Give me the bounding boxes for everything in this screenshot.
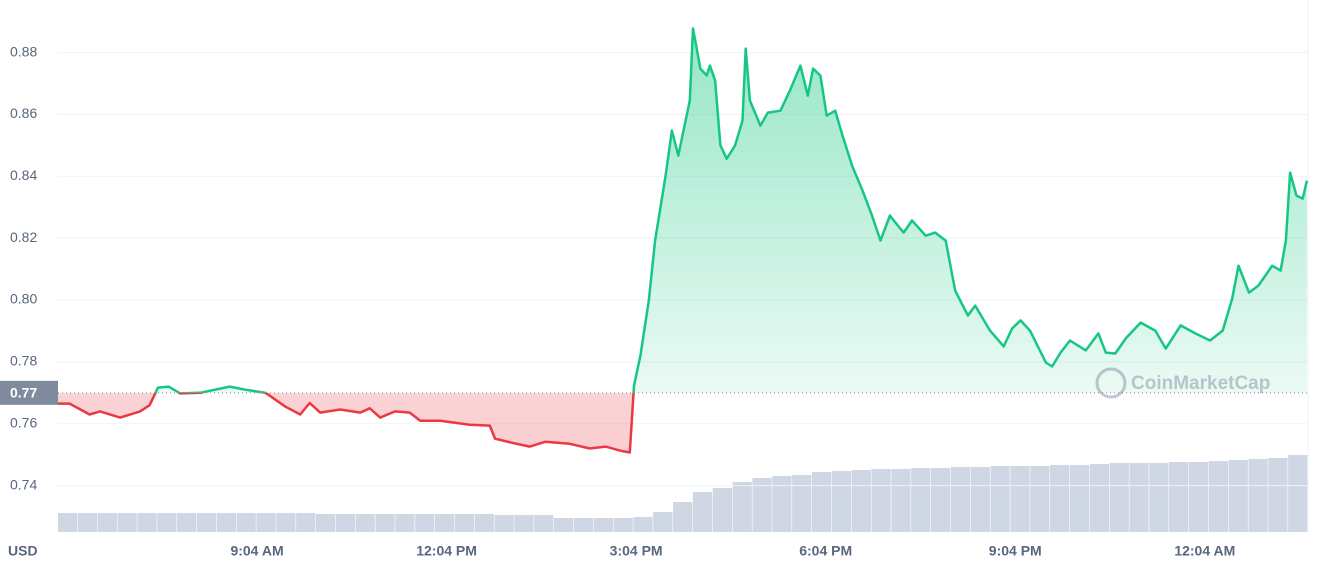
volume-bar: [712, 488, 733, 532]
y-tick-label: 0.84: [10, 167, 37, 183]
y-tick-label: 0.78: [10, 353, 37, 369]
volume-bar: [593, 518, 613, 532]
x-tick-label: 6:04 PM: [799, 543, 852, 559]
volume-bar: [355, 514, 375, 532]
y-tick-label: 0.74: [10, 476, 37, 492]
volume-bar: [871, 469, 891, 532]
volume-bar: [77, 513, 98, 532]
volume-bar: [1109, 463, 1129, 532]
volume-bar: [58, 513, 78, 532]
volume-bar: [216, 513, 236, 532]
volume-bar: [990, 466, 1010, 532]
volume-bar: [315, 514, 336, 532]
unit-label: USD: [8, 543, 38, 559]
volume-bar: [1089, 464, 1109, 532]
volume-bar: [911, 468, 931, 532]
watermark: CoinMarketCap: [1095, 367, 1270, 399]
y-tick-label: 0.76: [10, 414, 37, 430]
line-down: [58, 392, 635, 454]
volume-bar: [534, 515, 554, 532]
x-tick-label: 12:04 PM: [416, 543, 477, 559]
volume-bar: [1050, 465, 1070, 532]
volume-bar: [494, 515, 514, 532]
volume-bar: [673, 502, 693, 532]
volume-bar: [395, 514, 415, 532]
x-tick-label: 9:04 AM: [230, 543, 283, 559]
baseline-label-bg: [0, 380, 58, 405]
volume-bar: [335, 514, 356, 532]
volume-bar: [1010, 466, 1030, 532]
volume-bar: [434, 514, 455, 532]
volume-bar: [554, 518, 574, 532]
volume-bar: [1208, 461, 1229, 532]
volume-bar: [177, 513, 197, 532]
volume-bar: [851, 470, 871, 532]
volume-bar: [653, 512, 673, 532]
x-tick-label: 12:04 AM: [1174, 543, 1235, 559]
volume-bar: [811, 472, 832, 532]
volume-bar: [931, 468, 951, 532]
y-tick-label: 0.88: [10, 43, 37, 59]
volume-bar: [1188, 462, 1209, 532]
volume-bar: [950, 467, 971, 532]
volume-bar: [1129, 463, 1149, 532]
volume-bar: [1169, 462, 1189, 532]
volume-bar: [117, 513, 137, 532]
volume-bar: [613, 518, 633, 532]
volume-bar: [415, 514, 435, 532]
volume-bar: [514, 515, 534, 532]
y-tick-label: 0.86: [10, 105, 37, 121]
volume-bar: [454, 514, 475, 532]
volume-bar: [1069, 465, 1090, 532]
volume-bar: [276, 513, 296, 532]
volume-bar: [1268, 458, 1288, 532]
volume-bar: [236, 513, 256, 532]
volume-bar: [752, 478, 772, 532]
x-tick-label: 9:04 PM: [989, 543, 1042, 559]
price-line: [58, 27, 1309, 454]
volume-bar: [772, 476, 792, 532]
volume-bar: [1288, 455, 1308, 532]
watermark-text: CoinMarketCap: [1131, 373, 1270, 394]
volume-bar: [256, 513, 276, 532]
volume-bar: [375, 514, 395, 532]
y-tick-label: 0.82: [10, 229, 37, 245]
volume-bar: [137, 513, 157, 532]
volume-bars: [58, 455, 1308, 532]
volume-bar: [1248, 459, 1268, 532]
baseline-label: 0.77: [10, 385, 37, 401]
volume-bar: [692, 492, 713, 532]
volume-bar: [633, 517, 653, 532]
volume-bar: [296, 513, 316, 532]
x-tick-label: 3:04 PM: [610, 543, 663, 559]
watermark-logo: [1095, 367, 1127, 399]
volume-bar: [1228, 460, 1248, 532]
y-tick-label: 0.80: [10, 291, 37, 307]
volume-bar: [732, 482, 752, 532]
line-up: [154, 27, 1309, 393]
volume-bar: [970, 467, 990, 532]
volume-bar: [573, 518, 594, 532]
volume-bar: [1149, 463, 1169, 532]
labels: 0.74 0.76 0.78 0.80 0.82 0.84 0.86 0.88 9:04 AM 1…: [0, 43, 1235, 559]
volume-bar: [157, 513, 177, 532]
volume-bar: [792, 475, 812, 532]
volume-bar: [196, 513, 217, 532]
area-up: [155, 28, 1307, 393]
volume-bar: [831, 471, 852, 532]
volume-bar: [1030, 466, 1050, 532]
volume-bar: [474, 514, 494, 532]
volume-bar: [891, 469, 911, 532]
volume-bar: [97, 513, 117, 532]
